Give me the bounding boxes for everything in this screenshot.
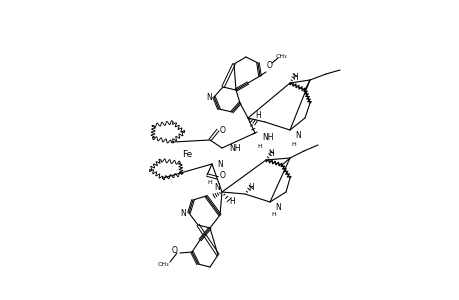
Text: H: H [268, 148, 273, 158]
Text: NH: NH [229, 143, 240, 152]
Text: N: N [213, 184, 219, 193]
Text: H: H [247, 184, 253, 193]
Text: H: H [229, 197, 235, 206]
Text: N: N [206, 92, 212, 101]
Text: O: O [172, 247, 178, 256]
Text: H: H [255, 110, 260, 119]
Text: N: N [217, 160, 222, 169]
Text: O: O [267, 61, 272, 70]
Text: CH₃: CH₃ [157, 262, 168, 266]
Text: Fe: Fe [181, 149, 192, 158]
Text: O: O [219, 172, 225, 181]
Text: NH: NH [262, 133, 273, 142]
Text: H: H [271, 212, 276, 217]
Text: H: H [291, 73, 297, 82]
Text: O: O [219, 125, 225, 134]
Text: H: H [257, 143, 262, 148]
Text: N: N [274, 202, 280, 211]
Text: H: H [207, 179, 212, 184]
Text: H: H [291, 142, 296, 146]
Text: CH₃: CH₃ [274, 53, 286, 58]
Text: N: N [180, 208, 185, 217]
Text: N: N [294, 130, 300, 140]
